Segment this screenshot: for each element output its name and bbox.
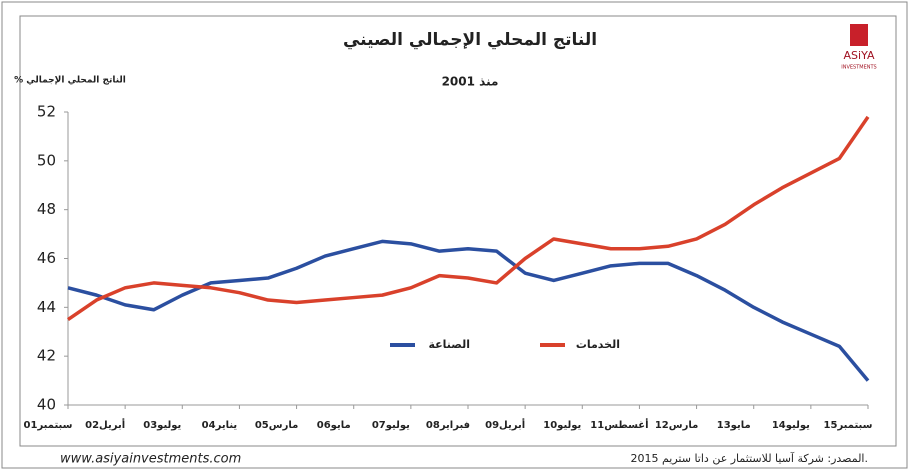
x-tick-label: يوليو03 (143, 420, 181, 431)
x-tick-label: يناير04 (202, 420, 238, 431)
legend-label: الخدمات (576, 338, 620, 351)
logo-icon (850, 24, 868, 46)
x-tick-label: سبتمبر15 (824, 420, 873, 431)
legend-label: الصناعة (428, 338, 470, 351)
x-tick-label: يوليو14 (772, 420, 810, 431)
chart-subtitle: منذ 2001 (442, 75, 499, 89)
line-series (67, 115, 870, 321)
logo-name: ASiYA (844, 49, 875, 62)
logo-subtitle: INVESTMENTS (841, 65, 876, 71)
y-tick-label: 42 (37, 347, 56, 365)
x-tick-label: يوليو10 (543, 420, 581, 431)
x-tick-label: مايو06 (317, 420, 351, 431)
x-tick-label: أبريل02 (85, 418, 125, 431)
x-tick-label: مارس12 (655, 420, 698, 431)
x-tick-label: مايو13 (717, 420, 751, 431)
plot-frame (19, 15, 897, 447)
x-tick-label: أغسطس11 (590, 418, 648, 431)
y-tick-label: 40 (37, 396, 56, 414)
x-tick-label: فبراير08 (426, 420, 470, 431)
x-tick-label: أبريل09 (485, 418, 525, 431)
x-tick-label: يوليو07 (372, 420, 410, 431)
y-tick-label: 50 (37, 151, 56, 169)
website: www.asiyainvestments.com (60, 452, 241, 467)
chart-title: الناتج المحلي الإجمالي الصيني (343, 30, 597, 50)
y-tick-label: 48 (37, 200, 56, 218)
y-tick-label: 44 (37, 298, 56, 316)
y-tick-label: 46 (37, 249, 56, 267)
y-axis-label: % الناتج المحلي الإجمالي (14, 76, 126, 86)
source: المصدر: شركة آسيا للاستثمار عن داتا ستري… (630, 451, 868, 465)
x-tick-label: مارس05 (255, 420, 298, 431)
y-tick-label: 52 (37, 103, 56, 121)
x-tick-label: سبتمبر01 (24, 420, 73, 431)
